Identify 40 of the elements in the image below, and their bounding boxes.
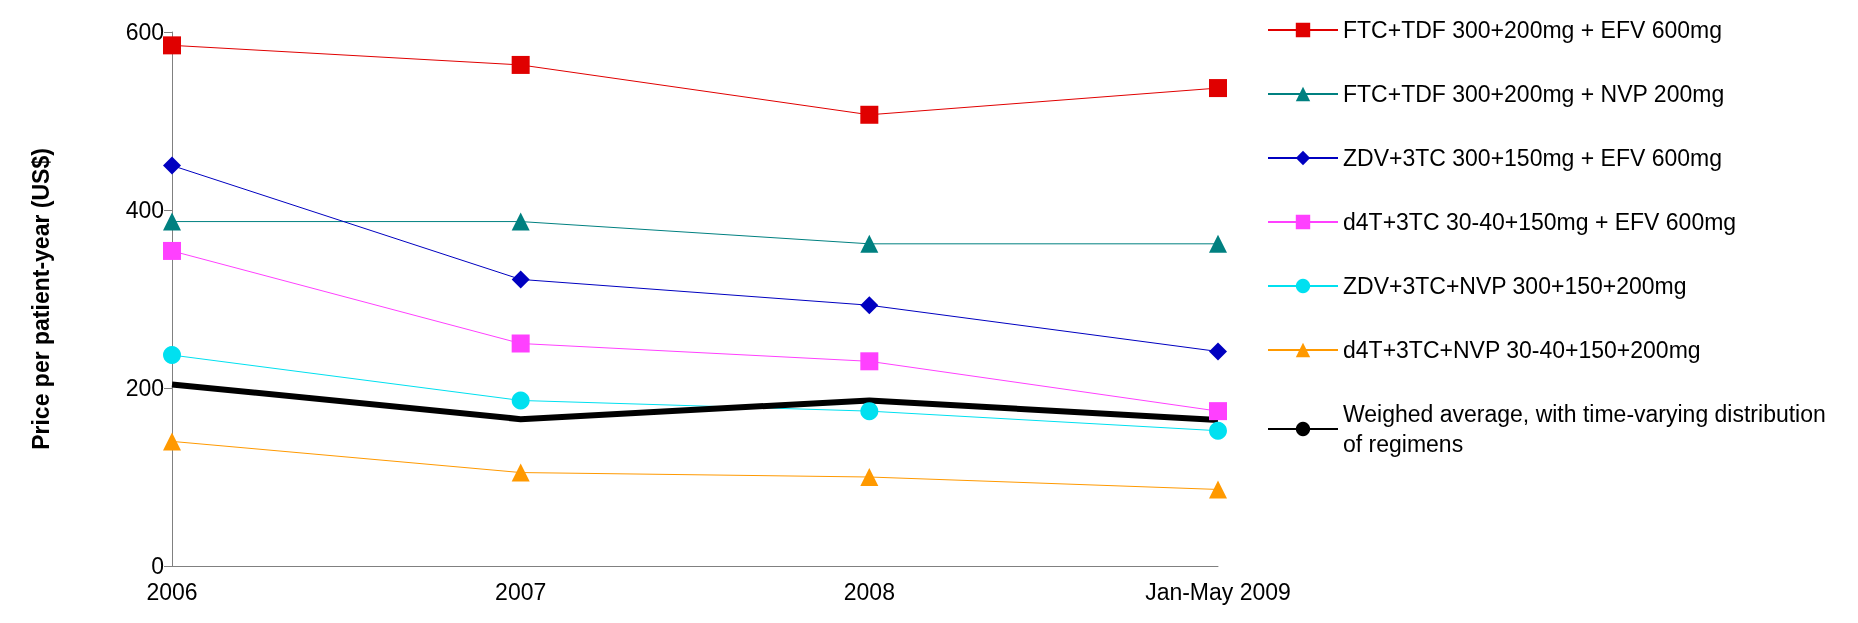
x-tick-label: 2006: [146, 578, 198, 605]
point: [163, 156, 181, 175]
point: [860, 296, 879, 315]
point: [511, 212, 530, 231]
point: [860, 105, 879, 124]
point: [163, 212, 181, 231]
legend-label: d4T+3TC+NVP 30-40+150+200mg: [1343, 337, 1701, 363]
y-tick-label: 400: [125, 197, 164, 223]
x-tick-label: 2008: [843, 578, 895, 605]
point: [1209, 79, 1227, 98]
legend-label: d4T+3TC 30-40+150mg + EFV 600mg: [1343, 209, 1737, 235]
point: [860, 468, 879, 486]
point: [860, 234, 879, 253]
y-tick-label: 200: [125, 375, 164, 401]
point: [511, 334, 530, 353]
point: [163, 36, 181, 55]
legend-label: FTC+TDF 300+200mg + EFV 600mg: [1343, 17, 1723, 43]
y-axis-title: Price per patient-year (US$): [27, 148, 54, 450]
point: [163, 241, 181, 260]
legend-label: Weighed average, with time-varying distribution of regimens: [1343, 401, 1833, 457]
point: [1209, 421, 1227, 440]
x-tick-label: 2007: [495, 578, 547, 605]
point: [163, 432, 181, 451]
y-tick-label: 600: [125, 19, 164, 45]
point: [1209, 342, 1227, 361]
point: [860, 352, 879, 371]
point: [860, 402, 879, 421]
y-tick-label: 0: [151, 553, 164, 579]
x-tick-label: Jan-May 2009: [1145, 578, 1291, 605]
legend-label: ZDV+3TC+NVP 300+150+200mg: [1343, 273, 1687, 299]
point: [511, 463, 530, 482]
legend-label: FTC+TDF 300+200mg + NVP 200mg: [1343, 81, 1725, 107]
point: [1209, 402, 1227, 421]
point: [511, 270, 530, 289]
point: [1209, 480, 1227, 499]
point: [1209, 234, 1227, 253]
point: [511, 55, 530, 74]
point: [511, 391, 530, 410]
point: [163, 346, 181, 365]
legend-label: ZDV+3TC 300+150mg + EFV 600mg: [1343, 145, 1723, 171]
